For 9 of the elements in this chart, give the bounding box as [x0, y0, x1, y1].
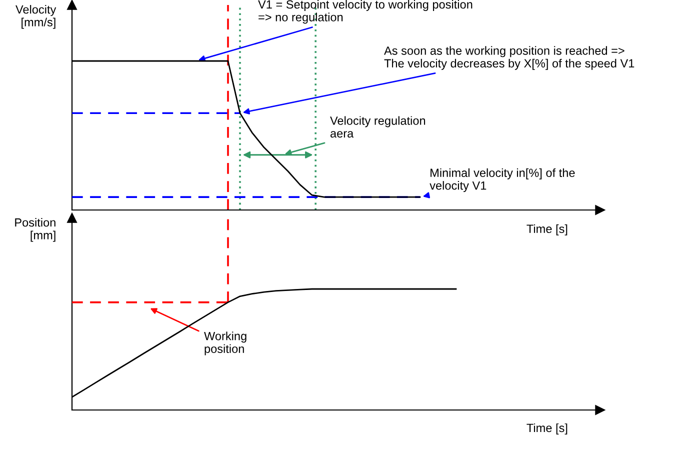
y-axis-title: Position [mm] — [15, 218, 56, 242]
annotation: Velocity regulation aera — [330, 116, 426, 138]
y-axis-title: Velocity [mm/s] — [16, 5, 56, 29]
annotation: Working position — [204, 332, 246, 356]
text: V1 = Setpoint velocity to working position => no regulation — [258, 0, 472, 24]
x-axis-title: Time [s] — [526, 224, 568, 236]
x-axis-title: Time [s] — [526, 423, 568, 434]
annotation: As soon as the working position is reached => The velocity decreases by X[%] of the speed V1 — [384, 46, 634, 70]
annotation: Minimal velocity in[%] of the velocity V1 — [430, 168, 575, 192]
